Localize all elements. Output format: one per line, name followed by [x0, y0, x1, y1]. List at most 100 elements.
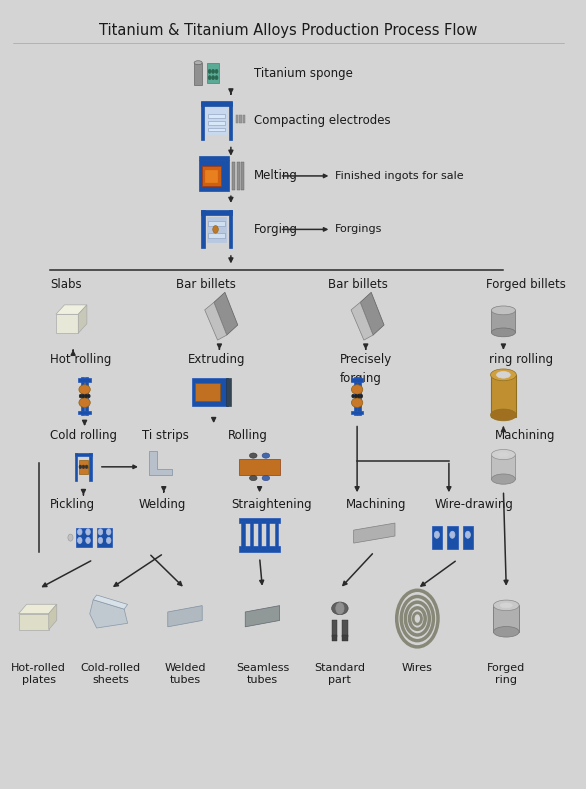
Bar	[351, 378, 363, 382]
Bar	[237, 162, 240, 190]
Bar	[199, 156, 229, 160]
Circle shape	[215, 69, 218, 73]
Polygon shape	[149, 451, 172, 475]
Polygon shape	[351, 302, 373, 340]
Circle shape	[77, 537, 82, 544]
Bar	[493, 605, 519, 632]
Polygon shape	[354, 523, 395, 543]
Bar	[275, 521, 278, 549]
Bar	[85, 377, 88, 415]
Ellipse shape	[250, 476, 257, 481]
Text: Titanium sponge: Titanium sponge	[254, 67, 353, 80]
Polygon shape	[90, 600, 128, 628]
Text: Straightening: Straightening	[231, 498, 312, 511]
Ellipse shape	[492, 450, 515, 460]
Polygon shape	[360, 292, 384, 335]
Bar	[357, 377, 360, 415]
Bar	[74, 453, 92, 456]
Polygon shape	[56, 305, 87, 314]
Text: Bar billets: Bar billets	[328, 278, 389, 291]
Polygon shape	[56, 314, 79, 333]
Bar	[206, 108, 227, 134]
Bar	[75, 453, 77, 481]
Text: Cold-rolled
sheets: Cold-rolled sheets	[80, 664, 141, 685]
Bar	[447, 526, 458, 549]
Text: Standard
part: Standard part	[315, 664, 366, 685]
Ellipse shape	[493, 626, 519, 637]
Bar	[332, 619, 338, 637]
Bar	[243, 115, 246, 124]
Bar	[194, 62, 202, 84]
Text: Forgings: Forgings	[335, 224, 383, 234]
Text: Machining: Machining	[495, 429, 556, 442]
Circle shape	[336, 603, 344, 614]
Ellipse shape	[250, 453, 257, 458]
Bar	[258, 521, 261, 549]
Ellipse shape	[492, 306, 516, 315]
Text: Slabs: Slabs	[50, 278, 82, 291]
Bar	[199, 160, 229, 192]
Text: Welded
tubes: Welded tubes	[164, 664, 206, 685]
Text: Forged
ring: Forged ring	[487, 664, 526, 685]
Circle shape	[360, 394, 363, 398]
Ellipse shape	[498, 452, 509, 457]
Circle shape	[88, 394, 90, 398]
Bar	[266, 521, 270, 549]
Bar	[490, 375, 516, 417]
Circle shape	[85, 394, 87, 398]
Bar	[76, 529, 91, 547]
Bar	[201, 102, 205, 140]
Bar	[241, 521, 244, 549]
Ellipse shape	[262, 476, 270, 481]
Bar	[201, 210, 232, 215]
Text: Precisely: Precisely	[340, 353, 392, 365]
Circle shape	[355, 394, 357, 398]
Ellipse shape	[79, 398, 90, 407]
Text: Compacting electrodes: Compacting electrodes	[254, 114, 390, 127]
Circle shape	[79, 466, 81, 469]
Text: Welding: Welding	[139, 498, 186, 511]
Bar	[351, 410, 363, 414]
Bar	[332, 635, 338, 641]
Bar	[79, 460, 88, 468]
Circle shape	[107, 537, 111, 544]
Circle shape	[212, 69, 214, 73]
Circle shape	[208, 76, 211, 80]
Bar	[207, 121, 226, 125]
Bar	[492, 454, 515, 479]
Bar	[236, 115, 238, 124]
Bar	[226, 378, 231, 406]
Bar	[463, 526, 473, 549]
Bar	[240, 115, 241, 124]
Circle shape	[208, 69, 211, 73]
Polygon shape	[19, 614, 49, 630]
Circle shape	[212, 76, 214, 80]
Bar	[207, 128, 226, 132]
Text: Extruding: Extruding	[188, 353, 246, 365]
Circle shape	[82, 394, 84, 398]
Bar	[79, 410, 91, 414]
Bar	[202, 166, 220, 186]
Bar	[207, 114, 226, 118]
Text: Titanium & Titanium Alloys Production Process Flow: Titanium & Titanium Alloys Production Pr…	[99, 23, 478, 38]
Bar	[195, 383, 220, 401]
Polygon shape	[93, 595, 128, 609]
Bar	[239, 459, 280, 475]
Ellipse shape	[500, 603, 512, 608]
Text: Finished ingots for sale: Finished ingots for sale	[335, 171, 464, 181]
Bar	[229, 102, 232, 140]
Circle shape	[82, 466, 84, 469]
Polygon shape	[19, 604, 57, 614]
Circle shape	[68, 534, 73, 541]
Polygon shape	[168, 606, 202, 626]
Ellipse shape	[262, 453, 270, 458]
Circle shape	[465, 531, 471, 538]
Circle shape	[213, 226, 219, 234]
Bar	[207, 217, 226, 241]
Bar	[239, 546, 280, 552]
Text: Pickling: Pickling	[50, 498, 96, 511]
Circle shape	[434, 531, 440, 538]
Text: Cold rolling: Cold rolling	[50, 429, 117, 442]
Bar	[342, 635, 347, 641]
Text: Forged billets: Forged billets	[486, 278, 566, 291]
